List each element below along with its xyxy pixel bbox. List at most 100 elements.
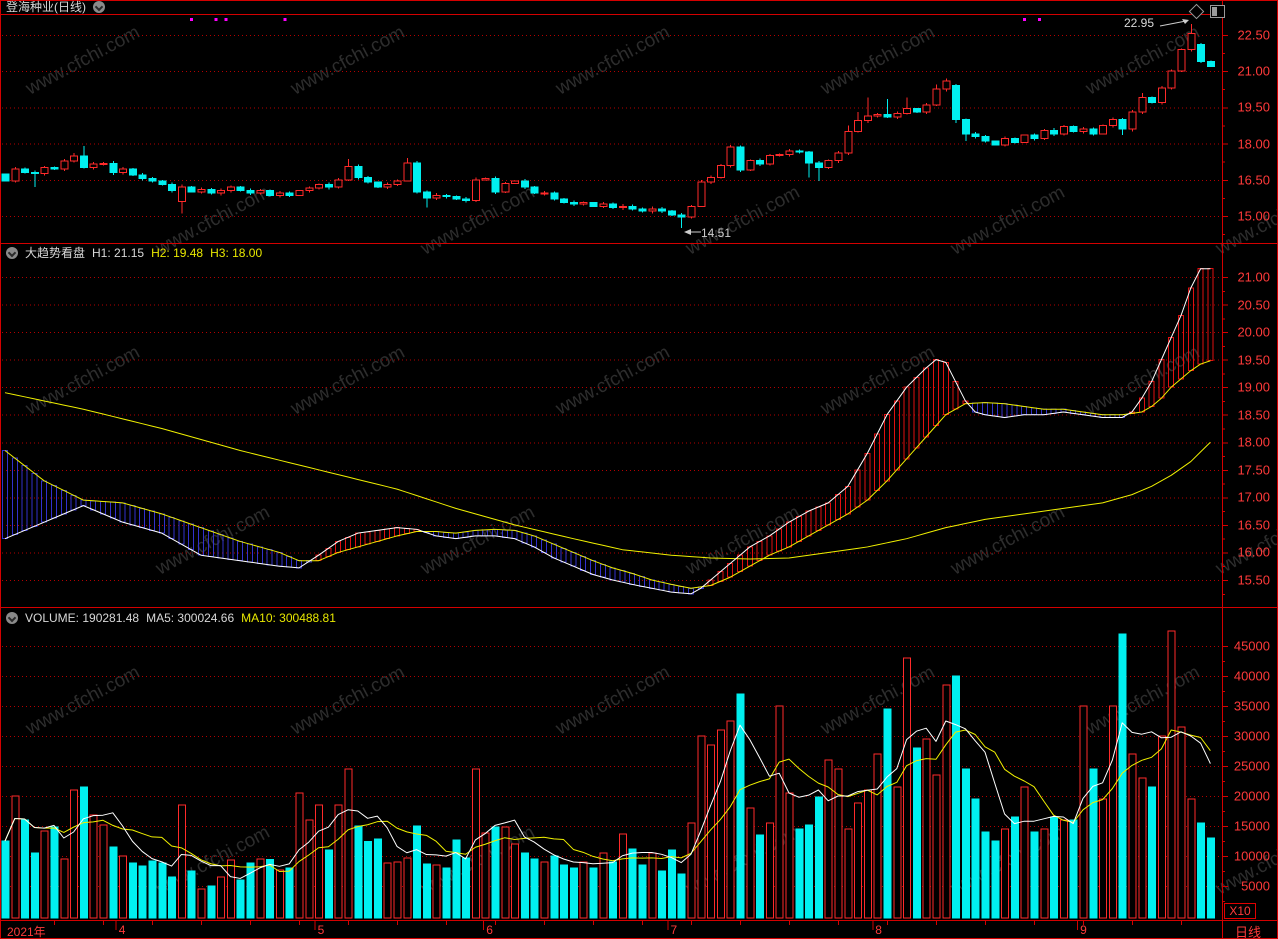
candle[interactable] xyxy=(1128,111,1137,130)
volume-bar[interactable] xyxy=(1118,633,1127,919)
volume-bar[interactable] xyxy=(501,826,510,919)
candle[interactable] xyxy=(70,155,79,162)
candle[interactable] xyxy=(40,167,49,175)
candle[interactable] xyxy=(50,167,59,170)
candle[interactable] xyxy=(452,196,461,200)
volume-bar[interactable] xyxy=(805,824,814,919)
candle[interactable] xyxy=(775,153,784,157)
candle[interactable] xyxy=(716,164,725,178)
volume-bar[interactable] xyxy=(383,862,392,919)
candle[interactable] xyxy=(1138,97,1147,113)
volume-bar[interactable] xyxy=(638,864,647,919)
volume-bar[interactable] xyxy=(197,888,206,919)
month-label[interactable]: 5 xyxy=(317,923,325,937)
volume-bar[interactable] xyxy=(736,693,745,919)
volume-bar[interactable] xyxy=(344,768,353,919)
candle[interactable] xyxy=(1020,134,1029,143)
volume-bar[interactable] xyxy=(961,768,970,919)
candle[interactable] xyxy=(481,178,490,181)
candle[interactable] xyxy=(1167,70,1176,89)
candle[interactable] xyxy=(354,165,363,178)
volume-bar[interactable] xyxy=(569,867,578,919)
volume-bar[interactable] xyxy=(599,852,608,919)
volume-bar[interactable] xyxy=(893,786,902,919)
volume-bar[interactable] xyxy=(315,804,324,919)
volume-bar[interactable] xyxy=(462,857,471,919)
candle[interactable] xyxy=(981,135,990,142)
candle[interactable] xyxy=(383,184,392,188)
candle[interactable] xyxy=(589,202,598,207)
candle[interactable] xyxy=(462,198,471,201)
volume-bar[interactable] xyxy=(511,843,520,919)
volume-bar[interactable] xyxy=(560,864,569,919)
candle[interactable] xyxy=(21,168,30,174)
volume-bar[interactable] xyxy=(873,753,882,919)
candle[interactable] xyxy=(236,186,245,192)
period-label[interactable]: 日线 xyxy=(1235,925,1262,939)
volume-bar[interactable] xyxy=(844,828,853,919)
volume-bar[interactable] xyxy=(442,867,451,919)
candle[interactable] xyxy=(422,191,431,199)
candle[interactable] xyxy=(942,80,951,90)
volume-bar[interactable] xyxy=(550,855,559,919)
volume-bar[interactable] xyxy=(119,855,128,919)
volume-bar[interactable] xyxy=(775,705,784,919)
candle[interactable] xyxy=(520,180,529,188)
candle[interactable] xyxy=(638,208,647,212)
volume-bar[interactable] xyxy=(50,826,59,919)
candle[interactable] xyxy=(207,188,216,194)
volume-bar[interactable] xyxy=(40,830,49,919)
volume-bar[interactable] xyxy=(1089,768,1098,919)
volume-bar[interactable] xyxy=(687,822,696,919)
candle[interactable] xyxy=(1089,128,1098,135)
volume-bar[interactable] xyxy=(452,839,461,919)
candle[interactable] xyxy=(1001,138,1010,146)
candle[interactable] xyxy=(569,202,578,205)
candle[interactable] xyxy=(530,186,539,194)
volume-bar[interactable] xyxy=(148,860,157,919)
volume-bar[interactable] xyxy=(677,873,686,919)
volume-bar[interactable] xyxy=(324,849,333,919)
candle[interactable] xyxy=(971,133,980,137)
volume-bar[interactable] xyxy=(89,814,98,919)
candle[interactable] xyxy=(579,202,588,205)
candle[interactable] xyxy=(266,190,275,196)
volume-bar[interactable] xyxy=(226,859,235,919)
candle[interactable] xyxy=(540,192,549,195)
volume-bar[interactable] xyxy=(834,768,843,919)
month-label[interactable]: 4 xyxy=(118,923,126,937)
candle[interactable] xyxy=(756,159,765,165)
candle[interactable] xyxy=(873,114,882,117)
volume-bar[interactable] xyxy=(540,861,549,919)
volume-bar[interactable] xyxy=(579,861,588,919)
candle[interactable] xyxy=(628,205,637,210)
candle[interactable] xyxy=(667,210,676,216)
volume-bar[interactable] xyxy=(530,858,539,919)
candle[interactable] xyxy=(471,179,480,201)
candle[interactable] xyxy=(30,172,39,175)
candle[interactable] xyxy=(305,187,314,192)
volume-bar[interactable] xyxy=(138,865,147,919)
volume-bar[interactable] xyxy=(422,863,431,919)
candle[interactable] xyxy=(599,203,608,207)
volume-bar[interactable] xyxy=(30,852,39,919)
volume-bar[interactable] xyxy=(726,720,735,919)
candle[interactable] xyxy=(334,179,343,188)
candle[interactable] xyxy=(148,178,157,182)
volume-bar[interactable] xyxy=(285,867,294,919)
candle[interactable] xyxy=(1187,33,1196,50)
volume-bar[interactable] xyxy=(128,862,137,919)
volume-bar[interactable] xyxy=(295,792,304,919)
candle[interactable] xyxy=(226,186,235,192)
volume-bar[interactable] xyxy=(746,807,755,919)
volume-bar[interactable] xyxy=(922,738,931,919)
candle[interactable] xyxy=(324,184,333,188)
candle[interactable] xyxy=(618,205,627,209)
volume-bar[interactable] xyxy=(1187,798,1196,919)
volume-bar[interactable] xyxy=(364,841,373,919)
candle[interactable] xyxy=(609,203,618,209)
month-label[interactable]: 7 xyxy=(670,923,678,937)
chevron-down-icon[interactable] xyxy=(93,1,105,13)
volume-bar[interactable] xyxy=(471,768,480,919)
volume-bar[interactable] xyxy=(1020,786,1029,919)
